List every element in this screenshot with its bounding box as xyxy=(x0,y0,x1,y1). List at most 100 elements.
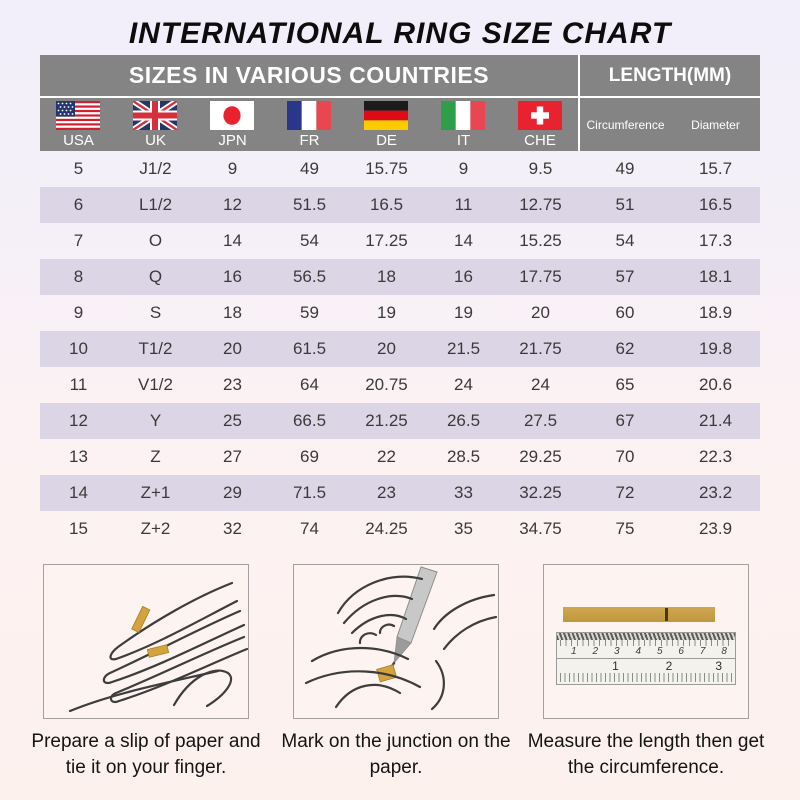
table-cell: 9 xyxy=(73,303,84,322)
column-header-jpn: JPN xyxy=(193,97,271,151)
ruler-number: 3 xyxy=(613,646,620,657)
table-cell: 20 xyxy=(193,331,271,367)
length-header: LENGTH(MM) xyxy=(577,55,761,98)
hand-illustration-icon xyxy=(68,581,248,713)
table-cell: 18 xyxy=(347,259,425,295)
ruler-hatch-edge xyxy=(557,633,735,640)
country-label: JPN xyxy=(218,131,247,149)
table-cell: 20.6 xyxy=(698,375,733,394)
ruler-number: 3 xyxy=(715,659,723,673)
table-row: 5 J1/2 9 49 15.75 9 9.5 49 15.7 xyxy=(40,151,760,187)
table-cell: 60 xyxy=(615,303,635,322)
table-row: 12 Y 25 66.5 21.25 26.5 27.5 67 21.4 xyxy=(39,403,761,439)
table-row: 8 Q 16 56.5 18 16 17.75 57 18.1 xyxy=(39,259,761,295)
ruler-number: 2 xyxy=(665,659,673,673)
japan-flag-icon xyxy=(210,100,255,130)
table-cell: 22 xyxy=(377,447,396,466)
table-cell: 6 xyxy=(39,187,117,223)
ring-size-table: SIZES IN VARIOUS COUNTRIES LENGTH(MM) xyxy=(39,55,761,547)
column-header-uk: UK xyxy=(116,97,194,151)
table-cell: 8 xyxy=(39,259,117,295)
table-row: 14 Z+1 29 71.5 23 33 32.25 72 23.2 xyxy=(39,475,761,511)
switzerland-flag-icon xyxy=(517,100,562,130)
table-cell: 15.7 xyxy=(698,159,733,178)
table-row: 15 Z+2 32 74 24.25 35 34.75 75 23.9 xyxy=(40,511,760,547)
ruler-divider xyxy=(557,658,735,659)
table-cell: 51 xyxy=(579,187,671,223)
column-header-circumference: Circumference xyxy=(578,97,671,151)
table-cell: 64 xyxy=(300,375,319,394)
table-cell: 29.25 xyxy=(519,447,562,466)
column-header-diameter: Diameter xyxy=(671,97,761,151)
table-cell: 21.4 xyxy=(671,403,761,439)
table-cell: 13 xyxy=(69,447,88,466)
column-header-it: IT xyxy=(424,97,502,151)
ruler-number: 1 xyxy=(571,646,577,657)
country-label: IT xyxy=(456,131,471,149)
ruler-number: 4 xyxy=(635,646,642,657)
table-cell: 23 xyxy=(223,375,242,394)
instructions-section: Prepare a slip of paper and tie it on yo… xyxy=(0,547,800,780)
table-row: 7 O 14 54 17.25 14 15.25 54 17.3 xyxy=(40,223,760,259)
paper-strip-on-finger xyxy=(131,605,170,658)
table-cell: 49 xyxy=(300,159,319,178)
table-cell: 17.3 xyxy=(698,231,733,250)
table-cell: 23.2 xyxy=(671,475,761,511)
table-cell: S xyxy=(149,303,162,322)
table-cell: Y xyxy=(116,403,194,439)
table-cell: 21.75 xyxy=(501,331,579,367)
table-cell: 56.5 xyxy=(270,259,348,295)
table-cell: 54 xyxy=(615,231,635,250)
table-cell: 7 xyxy=(73,231,84,250)
table-cell: 74 xyxy=(300,519,319,538)
ruler-number: 2 xyxy=(592,646,599,657)
country-label: FR xyxy=(299,131,320,149)
table-cell: 21.5 xyxy=(424,331,502,367)
table-cell: 65 xyxy=(615,375,635,394)
table-row: 13 Z 27 69 22 28.5 29.25 70 22.3 xyxy=(40,439,760,475)
country-label: CHE xyxy=(524,131,556,149)
table-cell: 57 xyxy=(579,259,671,295)
ruler-number: 7 xyxy=(699,646,706,657)
size-table-body: 5 J1/2 9 49 15.75 9 9.5 49 15.7 6 L1/2 12 51.5 16.5 11… xyxy=(39,151,761,547)
table-cell: 51.5 xyxy=(270,187,348,223)
table-cell: 19 xyxy=(377,303,396,322)
ruler-number: 5 xyxy=(656,646,663,657)
table-cell: 66.5 xyxy=(270,403,348,439)
table-cell: 54 xyxy=(300,231,319,250)
instruction-step-3: 1 2 3 4 5 6 7 8 1 2 3 Measure the lengt xyxy=(526,564,766,780)
table-cell: 32.25 xyxy=(501,475,579,511)
table-cell: 9.5 xyxy=(528,159,553,178)
strip-mark xyxy=(664,608,668,621)
ruler-icon: 1 2 3 4 5 6 7 8 1 2 3 xyxy=(556,632,736,685)
table-cell: V1/2 xyxy=(137,375,173,394)
instruction-step-2: Mark on the junction on the paper. xyxy=(276,564,516,780)
table-cell: 72 xyxy=(579,475,671,511)
table-cell: 10 xyxy=(39,331,117,367)
uk-flag-icon xyxy=(133,100,178,130)
table-cell: Z xyxy=(150,447,161,466)
usa-flag-icon xyxy=(56,100,101,130)
table-cell: 15 xyxy=(69,519,88,538)
germany-flag-icon xyxy=(364,100,409,130)
paper-strip xyxy=(563,607,715,622)
table-cell: 15.25 xyxy=(519,231,562,250)
table-cell: 20.75 xyxy=(365,375,408,394)
table-row: 6 L1/2 12 51.5 16.5 11 12.75 51 16.5 xyxy=(39,187,761,223)
hand-with-paper-strip-illustration xyxy=(43,564,249,719)
instruction-caption: Measure the length then get the circumfe… xyxy=(527,731,765,778)
table-cell: J1/2 xyxy=(139,159,172,178)
table-cell: 17.25 xyxy=(365,231,408,250)
table-cell: 69 xyxy=(300,447,319,466)
ruler-number: 6 xyxy=(678,646,684,657)
table-cell: 27 xyxy=(223,447,242,466)
table-cell: 9 xyxy=(227,159,238,178)
table-cell: 62 xyxy=(579,331,671,367)
table-cell: 75 xyxy=(615,519,635,538)
table-cell: 23 xyxy=(347,475,425,511)
table-cell: 11 xyxy=(424,187,502,223)
table-row: 9 S 18 59 19 19 20 60 18.9 xyxy=(40,295,760,331)
table-cell: 33 xyxy=(424,475,502,511)
column-header-fr: FR xyxy=(270,97,348,151)
table-cell: 24 xyxy=(454,375,473,394)
